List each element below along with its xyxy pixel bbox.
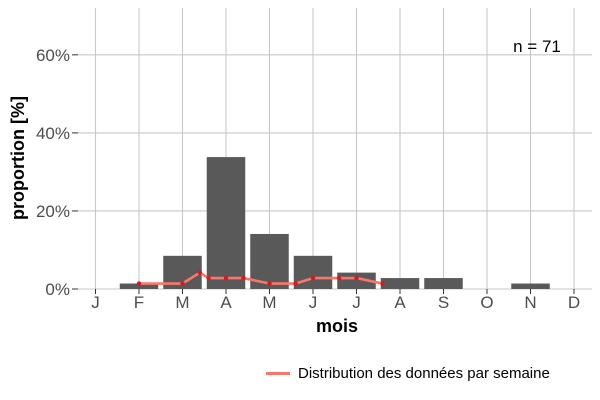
y-tick-labels: 0% 20% 40% 60%: [36, 46, 78, 299]
series-point: [241, 275, 246, 281]
x-tick-label: S: [438, 293, 449, 312]
weekly-distribution-line: [136, 270, 385, 286]
y-tick-label: 20%: [36, 202, 70, 221]
x-tick-label: J: [91, 293, 100, 312]
legend: Distribution des données par semaine: [266, 362, 550, 384]
x-tick-label: M: [175, 293, 189, 312]
series-point: [223, 275, 229, 281]
legend-line-key: [266, 371, 290, 375]
x-tick-label: M: [262, 293, 276, 312]
x-tick-label: J: [309, 293, 318, 312]
bar: [424, 278, 463, 289]
series-point: [354, 275, 359, 281]
x-tick-label: F: [134, 293, 144, 312]
grid: [78, 8, 592, 290]
x-tick-label: O: [480, 293, 493, 312]
x-tick-label: A: [220, 293, 232, 312]
series-point: [293, 281, 298, 286]
bar: [337, 272, 376, 289]
series-line: [139, 271, 383, 285]
series-point: [267, 281, 272, 286]
series-point: [336, 275, 342, 281]
y-tick-label: 40%: [36, 124, 70, 143]
series-point: [206, 275, 211, 281]
y-tick-label: 60%: [36, 46, 70, 65]
series-point: [380, 281, 385, 286]
y-axis-title: proportion [%]: [8, 96, 28, 220]
y-tick-label: 0%: [45, 280, 70, 299]
sample-size-annotation: n = 71: [513, 37, 561, 56]
x-tick-label: J: [352, 293, 361, 312]
bar: [206, 157, 246, 289]
series-point: [180, 281, 185, 286]
bar: [380, 278, 420, 289]
series-point: [197, 270, 203, 275]
x-tick-label: D: [568, 293, 580, 312]
bars: [119, 157, 550, 289]
series-point: [310, 275, 316, 281]
legend-label: Distribution des données par semaine: [298, 364, 550, 382]
bar: [293, 255, 333, 289]
series-point: [136, 281, 142, 286]
bar: [119, 283, 159, 289]
x-tick-label: N: [524, 293, 536, 312]
x-axis-title: mois: [316, 316, 358, 336]
x-tick-label: A: [394, 293, 406, 312]
bar: [511, 283, 550, 289]
